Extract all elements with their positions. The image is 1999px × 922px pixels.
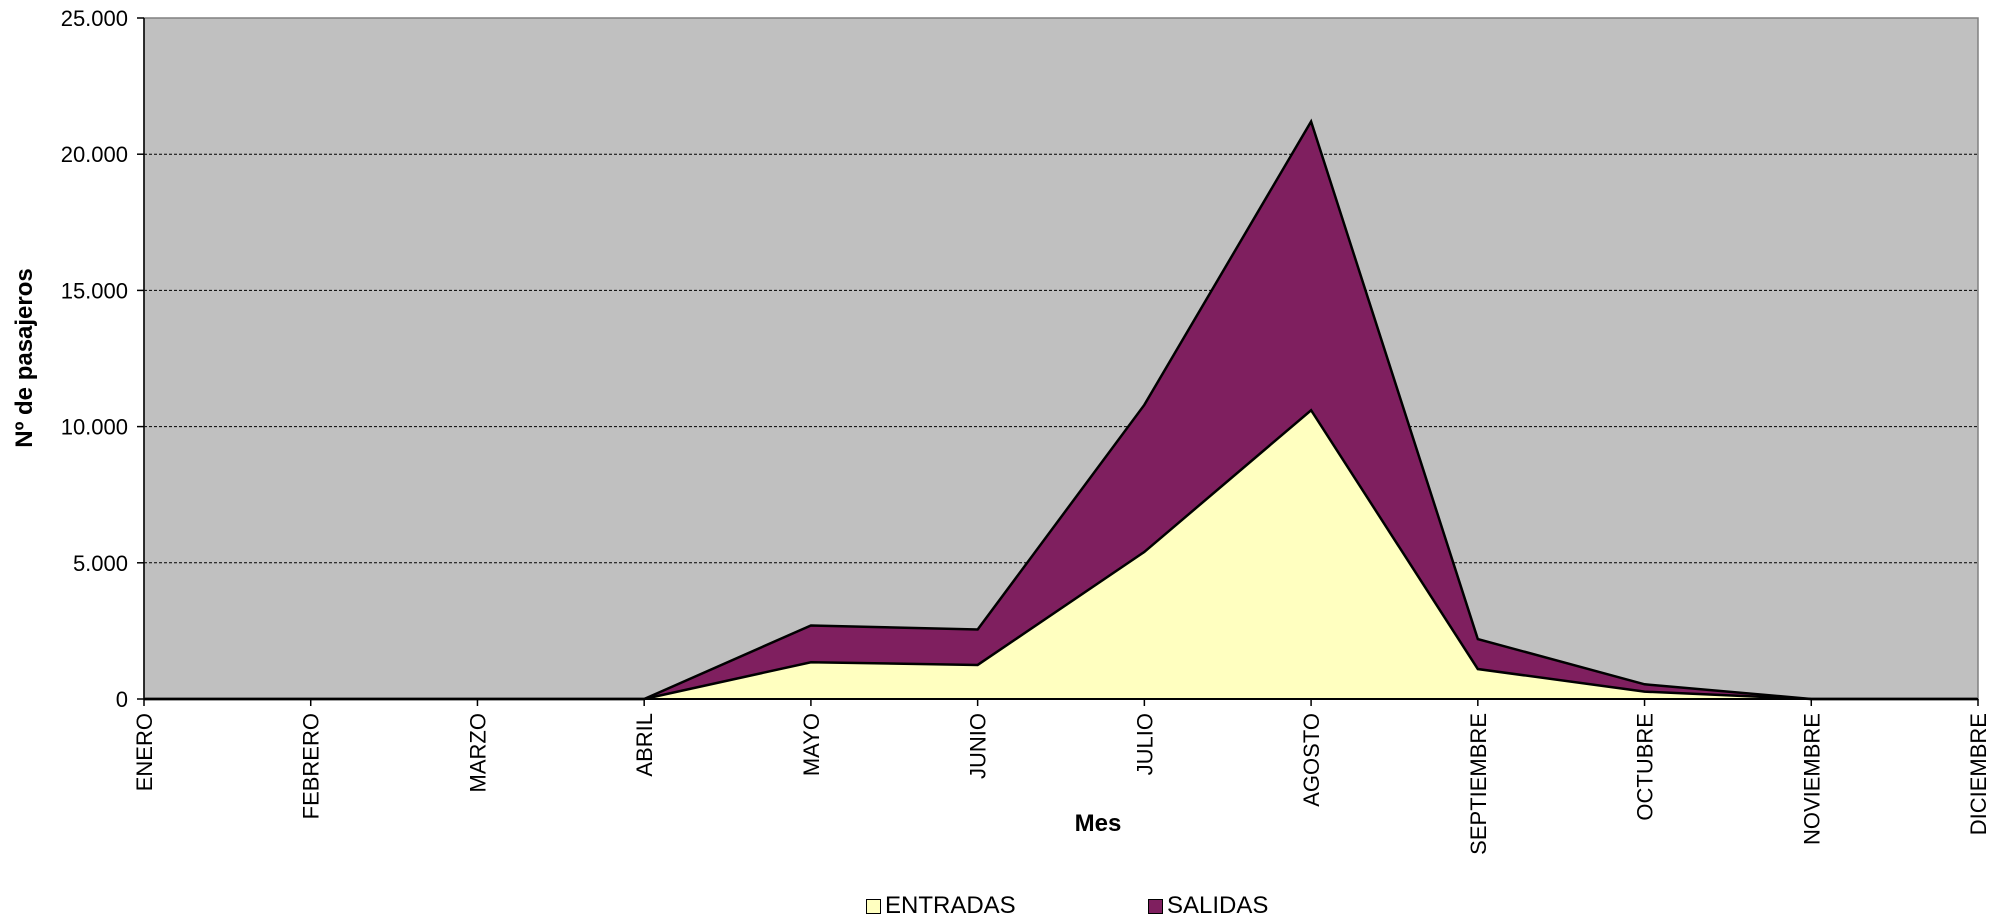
x-tick-label-julio: JULIO <box>1132 713 1157 775</box>
y-tick-labels: 0 5.000 10.000 15.000 20.000 25.000 <box>61 6 144 712</box>
y-tick-label-2: 10.000 <box>61 415 128 440</box>
x-tick-label-septiembre: SEPTIEMBRE <box>1466 713 1491 855</box>
legend-swatch-salidas <box>1148 898 1163 914</box>
axes <box>143 17 1979 700</box>
x-tick-label-noviembre: NOVIEMBRE <box>1799 713 1824 845</box>
x-tick-label-octubre: OCTUBRE <box>1633 713 1658 821</box>
x-tick-label-junio: JUNIO <box>966 713 991 779</box>
y-axis-title: Nº de pasajeros <box>11 268 38 448</box>
x-tick-label-agosto: AGOSTO <box>1299 713 1324 807</box>
legend-label-entradas: ENTRADAS <box>885 892 1016 919</box>
x-tick-label-marzo: MARZO <box>465 713 490 792</box>
y-tick-label-1: 5.000 <box>73 551 128 576</box>
legend-swatch-entradas <box>866 898 881 914</box>
x-tick-label-enero: ENERO <box>132 713 157 791</box>
x-tick-label-diciembre: DICIEMBRE <box>1966 713 1991 835</box>
legend-item-entradas: ENTRADAS <box>866 892 1016 920</box>
legend: ENTRADAS SALIDAS <box>0 892 1999 922</box>
x-tick-label-abril: ABRIL <box>632 713 657 777</box>
area-salidas <box>144 121 1978 699</box>
y-tick-label-4: 20.000 <box>61 142 128 167</box>
x-tick-labels: ENERO FEBRERO MARZO ABRIL MAYO JUNIO JULIO AGOS… <box>132 699 1991 855</box>
x-tick-label-mayo: MAYO <box>799 713 824 776</box>
y-tick-label-5: 25.000 <box>61 6 128 31</box>
x-axis-title: Mes <box>1075 810 1122 837</box>
area-entradas <box>144 410 1978 699</box>
legend-item-salidas: SALIDAS <box>1148 892 1268 920</box>
y-tick-label-0: 0 <box>116 687 128 712</box>
x-tick-label-febrero: FEBRERO <box>299 713 324 819</box>
y-tick-label-3: 15.000 <box>61 278 128 303</box>
legend-label-salidas: SALIDAS <box>1167 892 1269 919</box>
